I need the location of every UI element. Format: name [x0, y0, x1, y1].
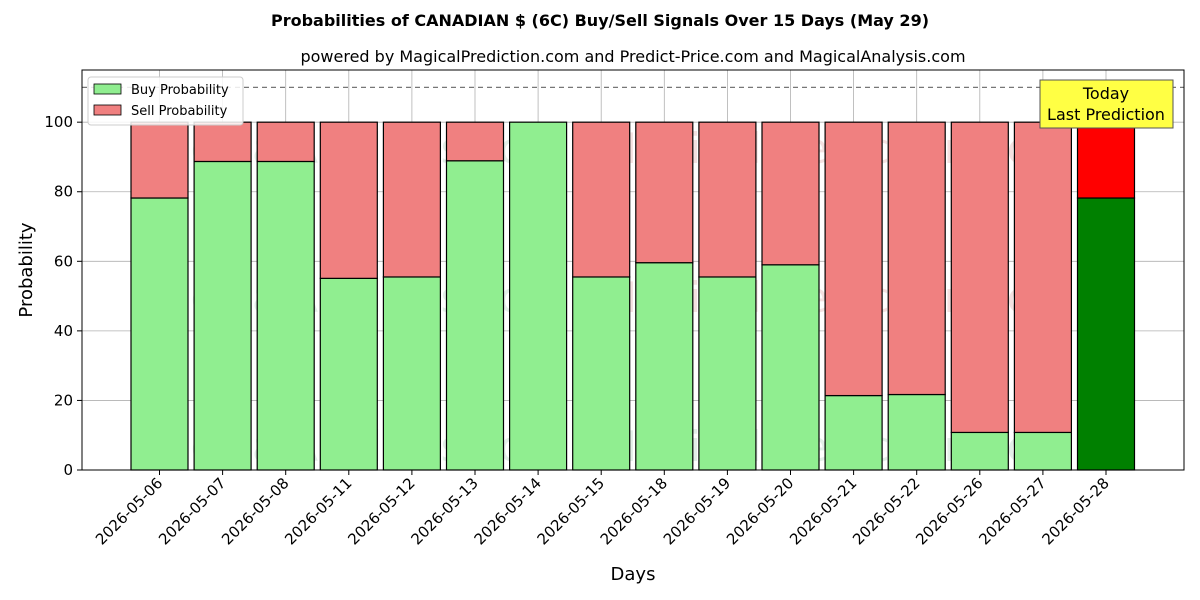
bar-buy-2026-05-13: [445, 160, 505, 471]
x-tick-label: 2026-05-27: [975, 474, 1049, 548]
bar-buy-2026-05-07: [193, 160, 252, 471]
x-axis-label: Days: [611, 564, 656, 585]
x-tick-label: 2026-05-06: [92, 474, 166, 548]
y-tick-label: 60: [54, 252, 73, 270]
bar-sell-2026-05-15: [572, 121, 631, 278]
bar-buy-2026-05-22: [887, 393, 946, 471]
bar-sell-2026-05-22: [887, 121, 946, 396]
chart-subtitle: powered by MagicalPrediction.com and Pre…: [300, 47, 965, 66]
plot-frame: [81, 69, 1185, 471]
y-axis-ticks: 0 20 40 60 80 100: [44, 113, 82, 479]
x-tick-label: 2026-05-08: [218, 474, 292, 548]
bar-sell-2026-05-20: [761, 121, 820, 266]
bar-buy-2026-05-08: [256, 160, 315, 471]
x-tick-label: 2026-05-18: [597, 474, 671, 548]
x-tick-label: 2026-05-20: [723, 474, 797, 548]
x-tick-label: 2026-05-14: [471, 474, 545, 548]
legend-swatch-sell: [93, 104, 122, 116]
bar-sell-2026-05-28: [1076, 121, 1136, 199]
chart-title: Probabilities of CANADIAN $ (6C) Buy/Sel…: [271, 11, 929, 30]
bar-sell-2026-05-27: [1013, 121, 1073, 434]
annotation-line2: Last Prediction: [1047, 105, 1165, 124]
bar-buy-2026-05-12: [382, 276, 441, 471]
bar-buy-2026-05-14: [509, 121, 568, 471]
x-tick-label: 2026-05-15: [534, 474, 608, 548]
bar-sell-2026-05-21: [824, 121, 883, 397]
bar-sell-2026-05-13: [445, 121, 505, 162]
bar-buy-2026-05-15: [572, 276, 631, 471]
bar-buy-2026-05-11: [319, 277, 378, 471]
y-axis-label: Probability: [16, 222, 37, 317]
bar-buy-2026-05-20: [761, 264, 820, 471]
bar-sell-2026-05-11: [319, 121, 378, 279]
bar-sell-2026-05-08: [256, 121, 315, 163]
today-annotation: Today Last Prediction: [1039, 79, 1174, 129]
x-tick-label: 2026-05-11: [281, 474, 355, 548]
y-tick-label: 100: [44, 113, 73, 131]
x-tick-label: 2026-05-26: [912, 474, 986, 548]
bar-sell-2026-05-26: [950, 121, 1009, 434]
y-tick-label: 0: [63, 461, 73, 479]
bar-sell-2026-05-19: [698, 121, 757, 278]
x-tick-label: 2026-05-28: [1038, 474, 1112, 548]
x-tick-label: 2026-05-07: [155, 474, 229, 548]
bar-buy-2026-05-28: [1076, 197, 1136, 471]
annotation-line1: Today: [1082, 84, 1129, 103]
bar-sell-2026-05-12: [382, 121, 441, 278]
bar-sell-2026-05-18: [635, 121, 694, 264]
y-tick-label: 80: [54, 183, 73, 201]
legend-label-sell: Sell Probability: [131, 104, 228, 119]
annotation-box: [1039, 79, 1174, 129]
bar-group: [130, 121, 1136, 471]
x-tick-label: 2026-05-21: [786, 474, 860, 548]
bar-buy-2026-05-26: [950, 431, 1009, 471]
x-tick-label: 2026-05-12: [344, 474, 418, 548]
x-tick-label: 2026-05-22: [849, 474, 923, 548]
legend-swatch-buy: [93, 83, 122, 95]
bar-buy-2026-05-06: [130, 197, 189, 471]
bar-sell-2026-05-07: [193, 121, 252, 163]
bar-sell-2026-05-06: [130, 121, 189, 199]
legend: Buy Probability Sell Probability: [87, 76, 244, 126]
x-tick-label: 2026-05-13: [407, 474, 481, 548]
x-axis-ticks: 2026-05-062026-05-072026-05-082026-05-11…: [92, 470, 1113, 548]
legend-box: [87, 76, 244, 126]
bar-buy-2026-05-21: [824, 394, 883, 471]
y-tick-label: 40: [54, 322, 73, 340]
x-tick-label: 2026-05-19: [660, 474, 734, 548]
legend-label-buy: Buy Probability: [131, 83, 229, 98]
bar-buy-2026-05-27: [1013, 431, 1073, 471]
y-tick-label: 20: [54, 391, 73, 409]
bar-buy-2026-05-18: [635, 262, 694, 471]
bar-buy-2026-05-19: [698, 276, 757, 471]
